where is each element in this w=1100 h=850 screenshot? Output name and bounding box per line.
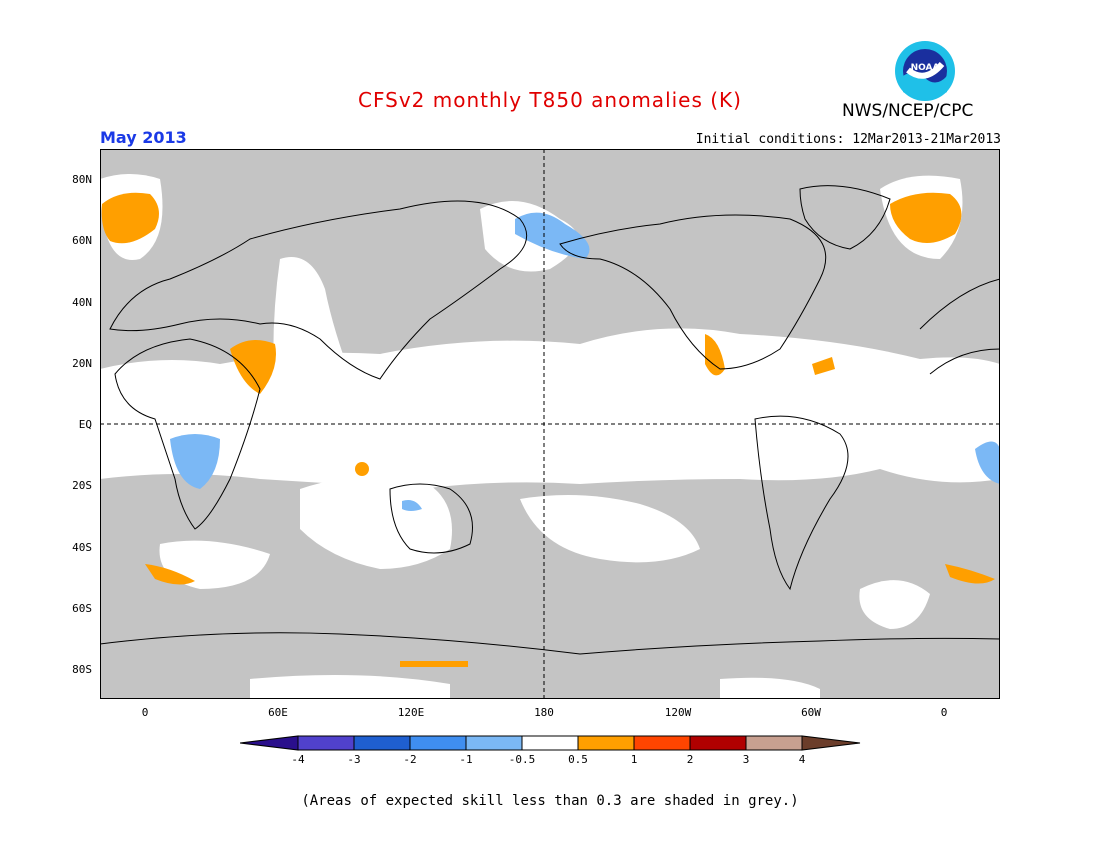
- africa-outline: [114, 338, 261, 530]
- indian-ocean-skill: [273, 257, 360, 469]
- warm-anomaly-arabia: [230, 340, 276, 394]
- colorbar-segment: [465, 735, 523, 751]
- agency-label: NWS/NCEP/CPC: [842, 101, 974, 121]
- valid-month: May 2013: [100, 128, 187, 147]
- lon-label: 0: [940, 706, 948, 719]
- colorbar-segment: [240, 735, 299, 751]
- south-america-outline: [754, 415, 849, 591]
- colorbar-segment: [745, 735, 803, 751]
- colorbar-label: -3: [347, 753, 361, 766]
- lon-label: 60E: [268, 706, 288, 719]
- cool-anomaly-southern-africa: [170, 434, 220, 489]
- skill-note: (Areas of expected skill less than 0.3 a…: [301, 793, 799, 809]
- lat-label: 60N: [72, 234, 92, 247]
- warm-anomaly-south-indian: [145, 564, 195, 585]
- colorbar-segment: [353, 735, 411, 751]
- colorbar-segment: [577, 735, 635, 751]
- antarctic-skill-b: [720, 677, 820, 699]
- antarctica-outline: [100, 632, 1000, 655]
- anomaly-map: [100, 149, 1000, 699]
- colorbar-segment: [689, 735, 747, 751]
- colorbar: [240, 735, 861, 751]
- lat-label: 20N: [72, 357, 92, 370]
- cool-anomaly-australia: [402, 500, 422, 511]
- colorbar-segment: [409, 735, 467, 751]
- colorbar-segment: [521, 735, 579, 751]
- lat-label: 80S: [72, 663, 92, 676]
- lat-label: 40N: [72, 296, 92, 309]
- eurasia-outline: [109, 200, 528, 380]
- antarctic-skill-a: [250, 675, 450, 699]
- colorbar-label: -0.5: [508, 753, 536, 766]
- colorbar-segment: [633, 735, 691, 751]
- greenland-outline: [799, 185, 891, 250]
- australia-skill: [300, 475, 452, 569]
- lon-label: 120W: [664, 706, 692, 719]
- warm-anomaly-caribbean: [812, 357, 835, 375]
- colorbar-label: 3: [742, 753, 750, 766]
- noaa-logo: NOAA: [895, 41, 955, 101]
- colorbar-label: -1: [459, 753, 473, 766]
- colorbar-label: -2: [403, 753, 417, 766]
- colorbar-segment: [801, 735, 861, 751]
- lat-label: 60S: [72, 602, 92, 615]
- lon-label: 0: [141, 706, 149, 719]
- lon-label: 180: [534, 706, 554, 719]
- initial-conditions: Initial conditions: 12Mar2013-21Mar2013: [695, 132, 1001, 147]
- warm-anomaly-south-atlantic: [945, 564, 995, 584]
- map-title: CFSv2 monthly T850 anomalies (K): [358, 88, 742, 112]
- lat-label: 80N: [72, 173, 92, 186]
- lat-label: EQ: [78, 418, 92, 431]
- warm-anomaly-north-europe: [101, 192, 159, 244]
- lon-label: 60W: [801, 706, 821, 719]
- colorbar-segment: [297, 735, 355, 751]
- cool-anomaly-south-atlantic: [975, 441, 1000, 484]
- warm-anomaly-north-atlantic: [890, 192, 962, 243]
- lat-label: 40S: [72, 541, 92, 554]
- warm-anomaly-antarctic: [400, 661, 468, 667]
- logo-text: NOAA: [911, 63, 940, 73]
- colorbar-label: 1: [630, 753, 638, 766]
- colorbar-label: 4: [798, 753, 806, 766]
- cool-anomaly-north-pacific: [515, 212, 590, 259]
- lat-label: 20S: [72, 479, 92, 492]
- south-atlantic-skill: [859, 580, 930, 629]
- europe-outline-east: [919, 278, 1000, 330]
- lon-label: 120E: [397, 706, 425, 719]
- warm-anomaly-mexico: [705, 334, 725, 376]
- africa-outline-east: [929, 348, 1000, 375]
- colorbar-label: 0.5: [568, 753, 588, 766]
- australia-outline: [389, 483, 473, 554]
- north-america-outline: [559, 214, 827, 370]
- warm-anomaly-indian-ocean: [355, 462, 369, 476]
- colorbar-label: 2: [686, 753, 694, 766]
- south-pacific-skill: [520, 495, 700, 563]
- colorbar-label: -4: [291, 753, 305, 766]
